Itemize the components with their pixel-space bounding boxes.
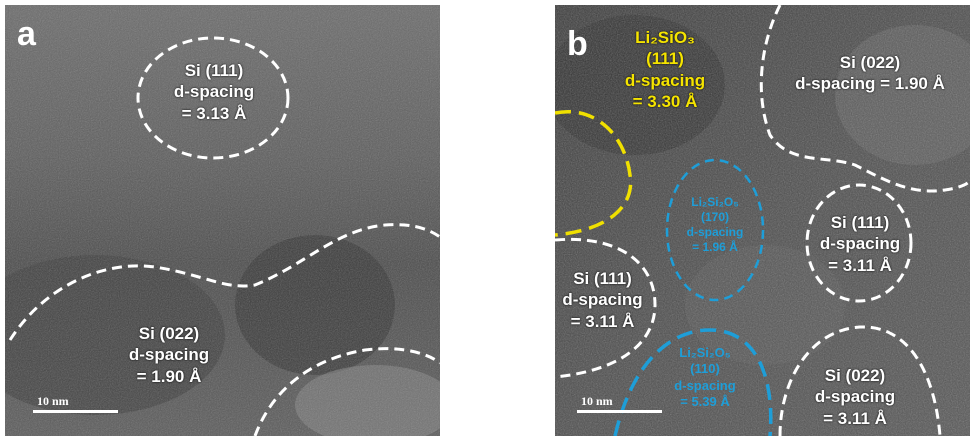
d-spacing-label: d-spacing xyxy=(128,345,210,365)
li2sio3-region-outline xyxy=(555,110,633,237)
plane-label: Si (022) xyxy=(839,53,901,72)
si022-top-region-outline xyxy=(759,5,970,193)
si111-left-region-outline xyxy=(555,237,657,379)
si111-right-annotation: Si (111) d-spacing = 3.11 Å xyxy=(810,212,910,276)
tem-image-a xyxy=(5,5,440,436)
tem-panel-a: a Si (111) d-spacing = 3.13 Å Si (022) d… xyxy=(5,5,440,436)
plane-label: Si (022) xyxy=(138,324,200,343)
plane-label: (110) xyxy=(690,361,720,377)
si022-annotation: Si (022) d-spacing = 1.90 Å xyxy=(110,323,228,387)
tem-panel-b: b Li₂SiO₃ (111) d-spacing = 3.30 Å Si (0… xyxy=(555,5,970,436)
plane-label: (170) xyxy=(700,210,729,224)
si022-bottom-region-outline xyxy=(778,325,942,436)
si111-region-outline xyxy=(136,36,290,160)
li2si2o5-110-annotation: Li₂Si₂O₅ (110) d-spacing = 5.39 Å xyxy=(650,345,760,410)
si111-annotation: Si (111) d-spacing = 3.13 Å xyxy=(155,60,273,124)
si022-top-annotation: Si (022) d-spacing = 1.90 Å xyxy=(775,52,965,95)
d-spacing-value: = 3.13 Å xyxy=(181,103,247,123)
formula-label: Li₂SiO₃ xyxy=(635,28,695,47)
plane-label: Si (022) xyxy=(824,366,886,385)
d-spacing-label: d-spacing xyxy=(624,70,706,90)
formula-label: Li₂Si₂O₅ xyxy=(679,345,731,360)
lower-right-region-outline xyxy=(253,347,440,436)
d-spacing-label: d-spacing xyxy=(173,82,255,102)
d-spacing-label: d-spacing xyxy=(686,225,744,239)
d-spacing-label: d-spacing xyxy=(562,290,643,310)
plane-label: Si (111) xyxy=(573,269,632,288)
tem-image-b xyxy=(555,5,970,436)
panel-b-label: b xyxy=(567,25,588,63)
si111-left-annotation: Si (111) d-spacing = 3.11 Å xyxy=(555,268,650,332)
d-spacing-value: = 3.11 Å xyxy=(828,255,892,275)
li2si2o5-170-region-outline xyxy=(665,158,765,302)
scale-bar-label: 10 nm xyxy=(37,394,69,408)
si022-region-outline xyxy=(8,223,440,341)
scale-bar xyxy=(577,410,662,413)
formula-label: Li₂Si₂O₅ xyxy=(691,195,739,209)
plane-label: Si (111) xyxy=(830,213,890,232)
d-spacing-value: = 3.11 Å xyxy=(570,311,635,331)
d-spacing-label: d-spacing = 1.90 Å xyxy=(795,74,945,94)
li2si2o5-110-region-outline xyxy=(613,328,773,436)
panel-a-label: a xyxy=(17,15,36,53)
plane-label: (111) xyxy=(646,49,684,69)
d-spacing-value: = 3.30 Å xyxy=(632,91,698,111)
scale-bar-label: 10 nm xyxy=(581,394,613,408)
scale-bar xyxy=(33,410,118,413)
plane-label: Si (111) xyxy=(184,61,244,80)
si022-bottom-annotation: Si (022) d-spacing = 3.11 Å xyxy=(805,365,905,429)
si111-right-region-outline xyxy=(805,183,913,303)
d-spacing-value: = 1.96 Å xyxy=(692,240,738,254)
d-spacing-label: d-spacing xyxy=(674,377,736,393)
d-spacing-label: d-spacing xyxy=(819,234,901,254)
li2sio3-annotation: Li₂SiO₃ (111) d-spacing = 3.30 Å xyxy=(610,27,720,112)
li2si2o5-170-annotation: Li₂Si₂O₅ (170) d-spacing = 1.96 Å xyxy=(670,195,760,255)
d-spacing-value: = 5.39 Å xyxy=(680,393,730,409)
d-spacing-label: d-spacing xyxy=(814,387,896,407)
d-spacing-value: = 3.11 Å xyxy=(823,408,887,428)
d-spacing-value: = 1.90 Å xyxy=(136,366,202,386)
